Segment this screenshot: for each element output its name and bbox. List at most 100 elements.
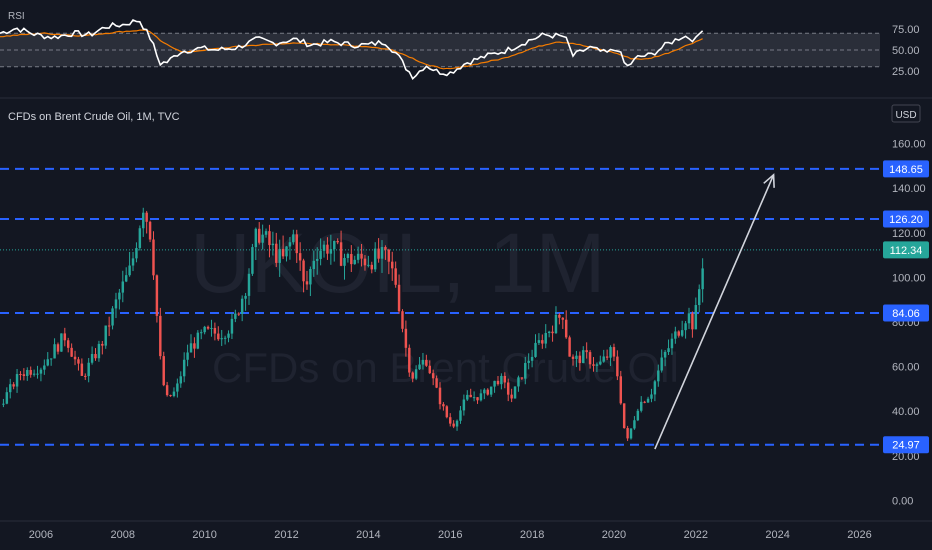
- currency-badge[interactable]: [891, 104, 921, 123]
- candle-body: [469, 394, 472, 398]
- candle-body: [455, 420, 459, 427]
- candle-body: [131, 258, 135, 266]
- candle-body: [121, 281, 125, 293]
- candle-body: [503, 375, 507, 383]
- candle-body: [612, 347, 616, 357]
- candle-body: [636, 410, 640, 421]
- candle-body: [551, 331, 554, 334]
- candle-body: [94, 353, 97, 359]
- candle-body: [387, 249, 391, 262]
- candle-body: [339, 242, 343, 266]
- candle-body: [626, 428, 629, 439]
- price-tick-label: 120.00: [892, 228, 926, 240]
- candle-body: [373, 248, 377, 270]
- candle-body: [90, 353, 94, 363]
- candle-body: [667, 348, 670, 352]
- candle-body: [155, 275, 159, 316]
- candle-body: [101, 343, 104, 346]
- trend-arrow-shaft[interactable]: [654, 174, 775, 450]
- candle-body: [449, 417, 452, 424]
- candle-body: [309, 269, 312, 285]
- candle-body: [138, 228, 142, 248]
- candle-body: [97, 343, 101, 359]
- candle-body: [32, 373, 36, 375]
- candle-body: [408, 347, 411, 373]
- candle-body: [363, 258, 367, 266]
- candle-body: [524, 362, 527, 379]
- candle-body: [701, 268, 704, 290]
- watermark-name: CFDs on Brent Crude Oil: [212, 344, 679, 391]
- candle-body: [697, 289, 701, 306]
- candle-body: [687, 313, 691, 324]
- candle-body: [527, 360, 530, 363]
- candle-body: [227, 333, 230, 338]
- candle-body: [213, 327, 217, 334]
- candle-body: [520, 377, 524, 379]
- candle-body: [220, 338, 223, 340]
- candle-body: [165, 385, 169, 396]
- candle-body: [346, 254, 350, 258]
- candle-body: [438, 387, 442, 405]
- candle-body: [541, 340, 544, 344]
- candle-body: [36, 373, 39, 375]
- currency-badge-label: USD: [895, 110, 916, 121]
- candle-body: [629, 428, 633, 439]
- rsi-line: [0, 19, 704, 81]
- rsi-tick-label-25: 25.00: [892, 66, 920, 78]
- candle-body: [582, 350, 585, 364]
- time-tick-label: 2016: [438, 529, 462, 541]
- candle-body: [646, 398, 650, 403]
- candle-body: [60, 333, 63, 352]
- candle-body: [295, 234, 298, 254]
- candle-body: [431, 373, 435, 379]
- horizontal-levels[interactable]: [0, 167, 880, 446]
- symbol-title[interactable]: CFDs on Brent Crude Oil, 1M, TVC: [8, 111, 180, 123]
- candle-body: [278, 248, 281, 263]
- candle-body: [179, 376, 183, 384]
- candle-body: [428, 365, 431, 374]
- candle-body: [377, 248, 380, 259]
- candle-body: [230, 318, 234, 334]
- candle-body: [650, 394, 653, 399]
- candle-body: [380, 247, 384, 259]
- candle-body: [268, 231, 271, 246]
- trend-arrow[interactable]: [654, 173, 775, 450]
- candle-body: [124, 275, 128, 282]
- candle-body: [254, 228, 258, 248]
- candle-body: [643, 401, 646, 403]
- level-badge-label: 24.97: [892, 440, 920, 452]
- candle-body: [189, 343, 193, 353]
- candle-body: [575, 355, 578, 359]
- candle-body: [264, 231, 268, 235]
- candle-body: [476, 397, 479, 401]
- candle-body: [12, 384, 15, 387]
- candle-body: [22, 374, 26, 376]
- candle-body: [513, 386, 517, 399]
- candle-body: [595, 364, 599, 366]
- candle-body: [49, 358, 53, 360]
- candle-body: [517, 377, 520, 387]
- candle-body: [350, 254, 353, 265]
- candle-body: [9, 384, 12, 393]
- time-tick-label: 2022: [684, 529, 708, 541]
- trend-arrow-head[interactable]: [763, 173, 775, 188]
- last-price-badge-label: 112.34: [890, 245, 923, 257]
- candle-body: [66, 340, 70, 348]
- candle-body: [421, 359, 425, 365]
- candle-body: [489, 386, 493, 395]
- candle-body: [77, 359, 80, 364]
- last-price-badge-box: [883, 241, 929, 259]
- candle-body: [663, 351, 667, 358]
- candle-body: [670, 338, 674, 349]
- candle-body: [506, 382, 510, 395]
- candle-body: [292, 234, 295, 243]
- level-badge-label: 126.20: [889, 214, 923, 226]
- rsi-overbought-oversold-band: [0, 33, 880, 67]
- candle-body: [537, 340, 541, 343]
- candle-body: [486, 389, 489, 395]
- rsi-tick-label-75: 75.00: [892, 24, 920, 36]
- candle-body: [466, 394, 469, 400]
- rsi-pane: RSI 75.00 50.00 25.00: [0, 11, 920, 81]
- candle-body: [118, 292, 121, 300]
